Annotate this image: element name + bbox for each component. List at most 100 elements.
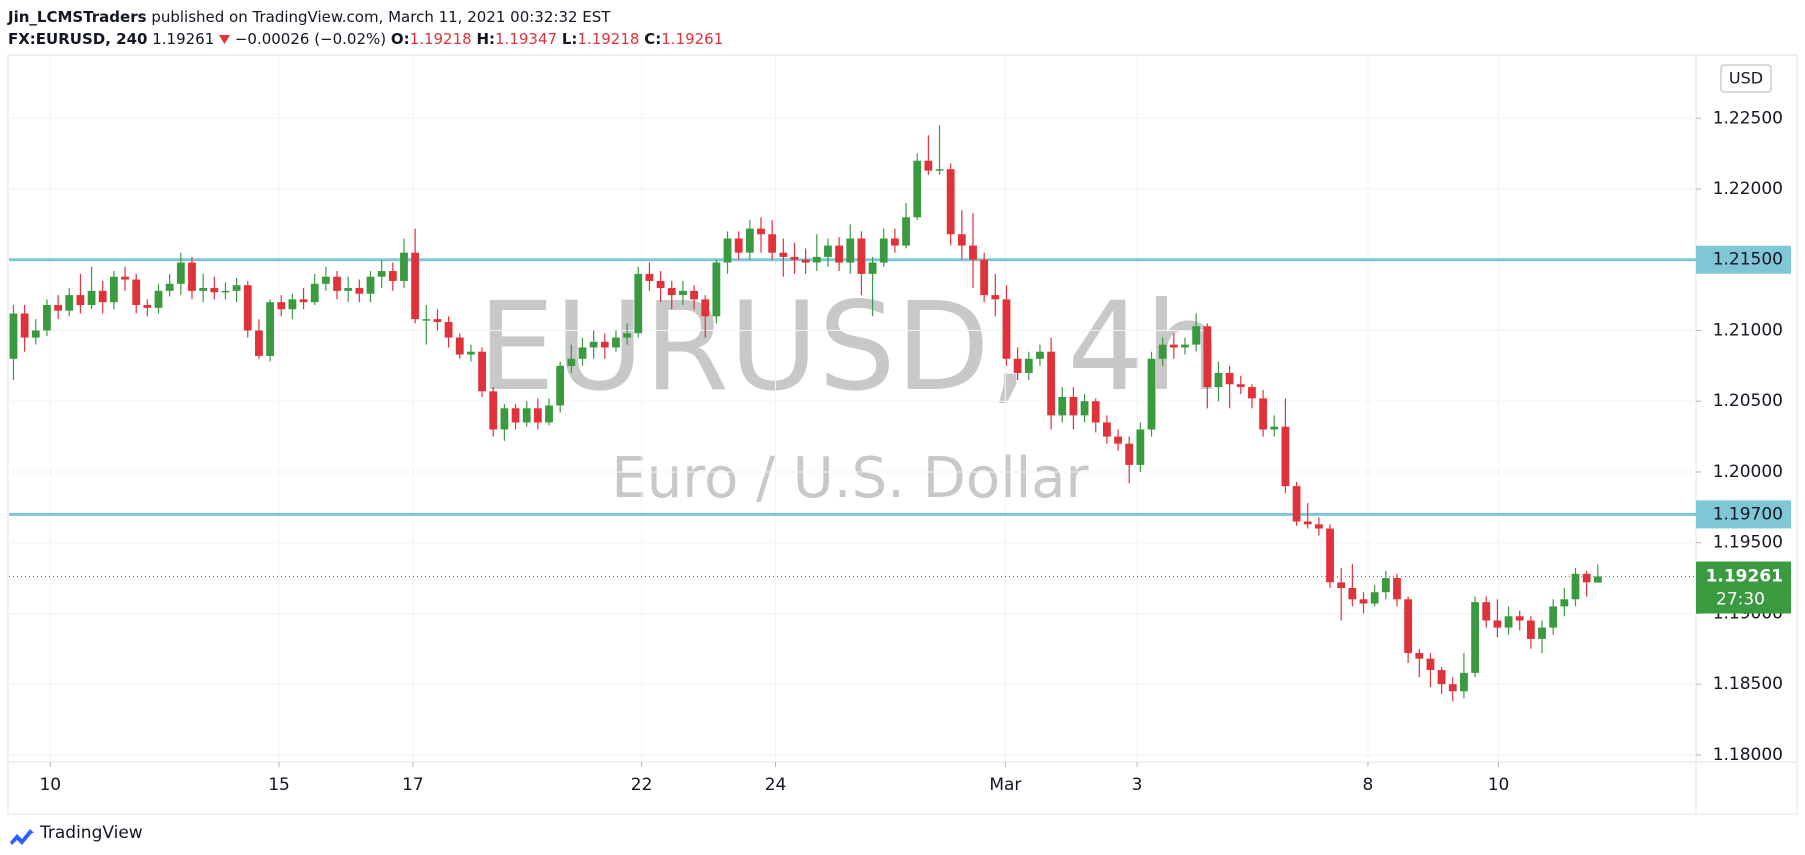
candle-body: [824, 245, 832, 257]
candle-body: [935, 169, 944, 171]
candle-body: [1482, 602, 1491, 621]
publisher: Jin_LCMSTraders: [8, 8, 147, 26]
candle-body: [1549, 606, 1558, 628]
candle-body: [656, 280, 665, 289]
candle-body: [444, 321, 453, 338]
candle-body: [1102, 422, 1111, 437]
candle-body: [1337, 582, 1346, 588]
candle-body: [1259, 398, 1267, 430]
candle-body: [679, 290, 687, 296]
candle-body: [946, 169, 955, 235]
candle-body: [1571, 573, 1580, 600]
candle-body: [1426, 658, 1435, 671]
candle-body: [1225, 372, 1234, 385]
brand: TradingView: [39, 823, 143, 843]
candle-body: [634, 273, 643, 334]
candle-body: [779, 252, 788, 257]
candle-body: [299, 299, 308, 303]
change: −0.00026 (−0.02%): [234, 30, 387, 48]
candle-body: [1069, 396, 1078, 416]
candle-body: [734, 238, 743, 253]
x-tick-label: 10: [1488, 775, 1510, 795]
candle-body: [623, 333, 632, 338]
candle-body: [957, 234, 966, 246]
candle-body: [9, 313, 18, 359]
close-value: 1.19261: [661, 30, 724, 48]
candle-body: [1281, 426, 1290, 487]
y-tick-label: 1.22500: [1713, 108, 1783, 128]
candle-body: [1393, 578, 1401, 600]
candle-body: [1303, 521, 1312, 525]
candle-body: [109, 276, 118, 303]
candle-body: [589, 341, 598, 348]
candle-body: [433, 319, 442, 322]
brand-logo: [10, 829, 34, 845]
x-tick-label: 22: [631, 775, 653, 795]
candle-body: [969, 245, 977, 260]
currency-box: [1720, 64, 1772, 93]
candle-body: [1460, 672, 1468, 692]
candle-body: [556, 365, 565, 406]
candle-body: [757, 228, 765, 235]
candle-body: [667, 288, 676, 296]
candle-body: [1404, 599, 1413, 654]
candle-body: [20, 313, 29, 338]
candle-body: [255, 330, 263, 356]
candle-body: [1024, 358, 1033, 373]
x-tick-label: 10: [39, 775, 61, 795]
high-label: H:: [476, 30, 496, 48]
candle-body: [1236, 384, 1245, 388]
level-label-box: [1696, 245, 1791, 274]
header: Jin_LCMSTraders published on TradingView…: [8, 6, 723, 50]
candle-body: [1314, 524, 1323, 529]
candle-body: [1058, 396, 1067, 416]
candle-body: [701, 299, 710, 317]
candle-body: [188, 262, 196, 291]
candle-body: [1381, 578, 1390, 593]
candle-body: [143, 305, 152, 308]
candle-body: [712, 262, 721, 317]
candle-body: [612, 337, 620, 348]
candle-body: [980, 259, 989, 296]
candle-body: [43, 305, 51, 331]
candle-body: [277, 302, 286, 310]
y-tick-label: 1.18500: [1713, 674, 1783, 694]
candle-body: [812, 256, 821, 263]
candle-body: [76, 295, 85, 306]
candle-body: [321, 276, 330, 284]
candle-body: [54, 305, 62, 311]
high-value: 1.19347: [495, 30, 558, 48]
currency: USD: [1729, 69, 1763, 88]
candle-body: [1359, 599, 1368, 604]
header-line-1: Jin_LCMSTraders published on TradingView…: [8, 6, 723, 28]
candle-body: [1036, 351, 1044, 359]
candle-body: [879, 238, 888, 263]
candle-body: [1080, 401, 1089, 416]
candle-body: [165, 283, 174, 291]
candle-body: [801, 259, 810, 263]
candle-body: [600, 341, 609, 348]
candle-body: [355, 288, 364, 294]
candle-body: [344, 288, 353, 291]
x-tick-label: 8: [1363, 775, 1374, 795]
candle-body: [98, 290, 107, 303]
candle-body: [1292, 486, 1301, 522]
x-tick-label: Mar: [989, 775, 1021, 795]
y-tick-label: 1.22000: [1713, 179, 1783, 199]
candle-body: [1448, 684, 1457, 692]
candle-body: [1158, 344, 1167, 359]
candle-body: [65, 295, 74, 311]
candle-body: [846, 238, 855, 263]
candle-body: [489, 391, 498, 430]
candle-body: [154, 290, 163, 308]
low-value: 1.19218: [577, 30, 640, 48]
candle-body: [511, 408, 520, 423]
last-price-label: 1.19261: [1706, 567, 1783, 587]
candle-body: [1013, 358, 1022, 373]
level-label: 1.21500: [1713, 250, 1783, 270]
candle-body: [333, 276, 341, 291]
last-price-box: [1696, 561, 1791, 614]
open-value: 1.19218: [409, 30, 472, 48]
candle-body: [31, 330, 40, 338]
